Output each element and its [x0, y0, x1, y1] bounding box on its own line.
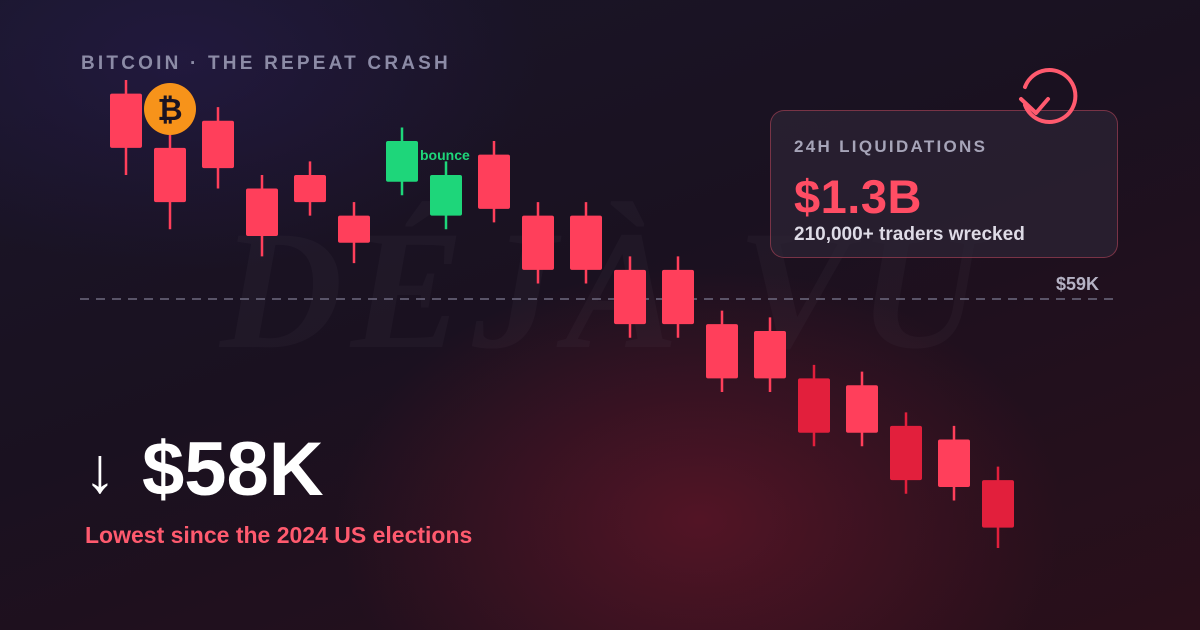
- bitcoin-icon: ₿: [144, 83, 196, 135]
- candle-body: [430, 174, 462, 216]
- candle-body: [938, 439, 970, 487]
- candle-12: [614, 256, 646, 338]
- traders-note: 210,000+ traders wrecked: [794, 224, 1025, 245]
- headline-price: $58K: [142, 427, 324, 512]
- candle-body: [338, 215, 370, 243]
- candle-body: [982, 480, 1014, 528]
- candle-body: [798, 378, 830, 433]
- candle-body: [202, 120, 234, 169]
- svg-text:₿: ₿: [157, 92, 182, 128]
- candle-20: [982, 466, 1014, 548]
- candle-18: [890, 412, 922, 494]
- headline-note: Lowest since the 2024 US elections: [85, 522, 473, 548]
- candle-6: [338, 202, 370, 264]
- candle-body: [890, 425, 922, 481]
- candle-body: [754, 330, 786, 379]
- reference-line-label: $59K: [1056, 274, 1099, 294]
- candle-body: [386, 141, 418, 182]
- chart-subtitle: BITCOIN · THE REPEAT CRASH: [81, 53, 451, 74]
- candle-body: [570, 215, 602, 270]
- liquidations-value: $1.3B: [794, 170, 922, 223]
- candle-17: [846, 371, 878, 447]
- candle-8: [430, 161, 462, 230]
- candle-19: [938, 425, 970, 501]
- candle-4: [246, 174, 278, 257]
- card-label: 24H LIQUIDATIONS: [794, 137, 988, 156]
- candle-body: [706, 324, 738, 379]
- candle-body: [246, 188, 278, 236]
- candle-body: [478, 154, 510, 209]
- candle-9: [478, 141, 510, 223]
- candle-body: [110, 93, 142, 148]
- refresh-icon: [1019, 68, 1078, 124]
- candle-body: [614, 269, 646, 325]
- candle-body: [154, 147, 186, 203]
- liquidations-card: 24H LIQUIDATIONS $1.3B 210,000+ traders …: [770, 110, 1118, 258]
- down-arrow-icon: ↓: [84, 434, 116, 506]
- candles-group: [110, 80, 1014, 548]
- candle-5: [294, 161, 326, 216]
- candle-13: [662, 256, 694, 338]
- candle-1: [110, 80, 142, 175]
- candle-body: [846, 385, 878, 433]
- candle-11: [570, 202, 602, 284]
- candle-10: [522, 202, 554, 284]
- candle-3: [202, 107, 234, 189]
- bounce-annotation: bounce: [420, 147, 470, 163]
- candle-16: [798, 364, 830, 447]
- candle-14: [706, 310, 738, 392]
- candle-15: [754, 317, 786, 392]
- candle-body: [294, 174, 326, 203]
- candle-7: [386, 127, 418, 196]
- candle-body: [522, 215, 554, 270]
- candle-body: [662, 269, 694, 325]
- candle-2: [154, 127, 186, 230]
